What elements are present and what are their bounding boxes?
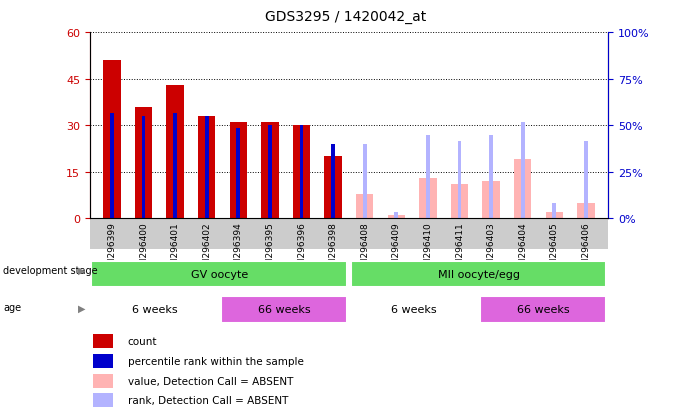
Bar — [198, 116, 216, 219]
FancyBboxPatch shape — [221, 297, 348, 323]
Text: rank, Detection Call = ABSENT: rank, Detection Call = ABSENT — [128, 396, 288, 406]
Bar — [489, 135, 493, 219]
Bar — [482, 182, 500, 219]
Bar — [584, 142, 588, 219]
Text: age: age — [3, 303, 21, 313]
Text: MII oocyte/egg: MII oocyte/egg — [437, 270, 520, 280]
Text: ▶: ▶ — [78, 303, 85, 313]
Bar — [142, 116, 145, 219]
FancyBboxPatch shape — [350, 262, 607, 287]
Bar — [514, 160, 531, 219]
Text: 6 weeks: 6 weeks — [391, 305, 437, 315]
Bar — [300, 126, 303, 219]
FancyBboxPatch shape — [350, 297, 477, 323]
Bar — [135, 107, 152, 219]
Text: 6 weeks: 6 weeks — [132, 305, 178, 315]
Text: 66 weeks: 66 weeks — [517, 305, 569, 315]
Bar — [451, 185, 468, 219]
Bar — [553, 204, 556, 219]
Bar — [93, 334, 113, 348]
Text: value, Detection Call = ABSENT: value, Detection Call = ABSENT — [128, 376, 293, 386]
FancyBboxPatch shape — [91, 297, 218, 323]
Text: 66 weeks: 66 weeks — [258, 305, 310, 315]
Bar — [395, 213, 398, 219]
Bar — [457, 142, 462, 219]
Bar — [388, 216, 405, 219]
Bar — [173, 114, 177, 219]
Bar — [577, 204, 595, 219]
Bar — [363, 145, 367, 219]
Bar — [93, 354, 113, 368]
Bar — [103, 61, 121, 219]
Bar — [261, 123, 278, 219]
Bar — [419, 179, 437, 219]
Bar — [236, 129, 240, 219]
Bar — [426, 135, 430, 219]
Text: development stage: development stage — [3, 266, 98, 275]
Text: percentile rank within the sample: percentile rank within the sample — [128, 356, 304, 366]
Bar — [93, 393, 113, 408]
Bar — [93, 374, 113, 388]
Text: GDS3295 / 1420042_at: GDS3295 / 1420042_at — [265, 10, 426, 24]
Bar — [167, 86, 184, 219]
Bar — [331, 145, 335, 219]
Bar — [205, 116, 209, 219]
Text: count: count — [128, 336, 158, 346]
Bar — [268, 126, 272, 219]
FancyBboxPatch shape — [480, 297, 607, 323]
FancyBboxPatch shape — [91, 262, 348, 287]
Text: ▶: ▶ — [78, 266, 85, 275]
Bar — [546, 213, 563, 219]
Bar — [110, 114, 114, 219]
Bar — [521, 123, 524, 219]
Bar — [293, 126, 310, 219]
Bar — [229, 123, 247, 219]
Bar — [356, 194, 373, 219]
Bar — [325, 157, 342, 219]
Text: GV oocyte: GV oocyte — [191, 270, 248, 280]
